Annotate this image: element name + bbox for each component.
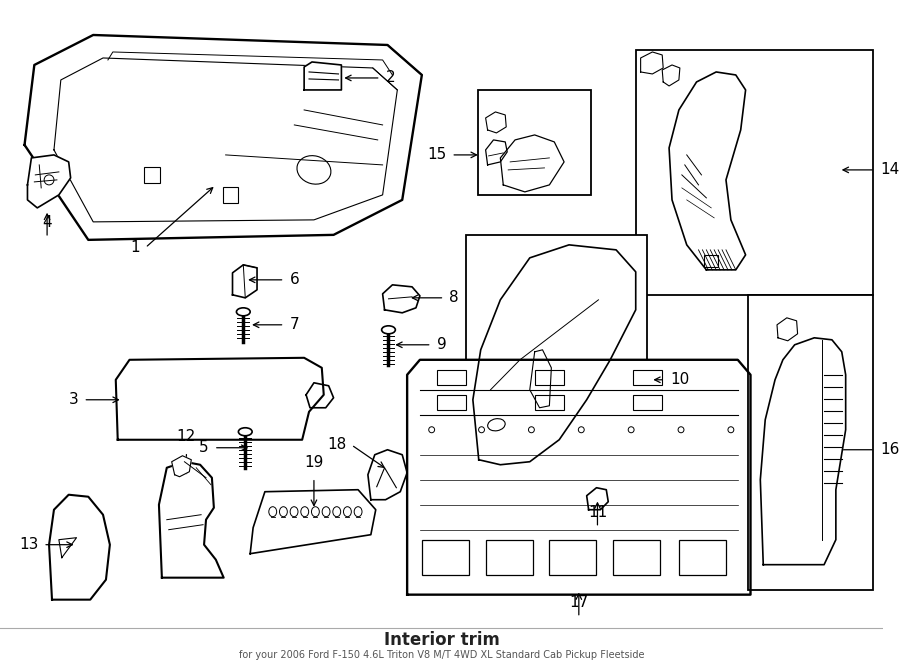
Polygon shape (172, 455, 192, 477)
Bar (422, 539, 469, 574)
Ellipse shape (280, 507, 287, 517)
Ellipse shape (301, 507, 309, 517)
Ellipse shape (355, 507, 362, 517)
Bar (748, 295, 873, 590)
Polygon shape (486, 140, 508, 165)
Text: 13: 13 (19, 537, 39, 552)
Bar (222, 187, 239, 203)
Bar (436, 369, 466, 385)
Polygon shape (500, 135, 564, 192)
Text: 3: 3 (68, 392, 78, 407)
Bar (633, 395, 662, 410)
Polygon shape (159, 462, 224, 578)
Ellipse shape (238, 428, 252, 436)
Text: 18: 18 (327, 437, 346, 452)
Polygon shape (407, 360, 751, 595)
Bar (549, 539, 597, 574)
Polygon shape (116, 358, 324, 440)
Bar (633, 369, 662, 385)
Ellipse shape (344, 507, 351, 517)
Polygon shape (641, 52, 663, 74)
Text: 16: 16 (880, 442, 899, 457)
Ellipse shape (237, 308, 250, 316)
Polygon shape (28, 155, 70, 208)
Polygon shape (472, 245, 635, 465)
Ellipse shape (333, 507, 341, 517)
Bar (535, 369, 564, 385)
Text: 19: 19 (304, 455, 324, 470)
Polygon shape (306, 383, 334, 408)
Text: for your 2006 Ford F-150 4.6L Triton V8 M/T 4WD XL Standard Cab Pickup Fleetside: for your 2006 Ford F-150 4.6L Triton V8 … (238, 650, 644, 660)
Bar (144, 167, 160, 183)
Text: 17: 17 (569, 595, 589, 609)
Text: 9: 9 (436, 337, 446, 352)
Polygon shape (662, 65, 680, 86)
Text: 1: 1 (130, 241, 140, 255)
Ellipse shape (311, 507, 320, 517)
Bar (486, 539, 533, 574)
Text: 10: 10 (670, 372, 689, 387)
Polygon shape (304, 62, 341, 90)
Text: 7: 7 (290, 317, 299, 332)
Polygon shape (50, 494, 110, 600)
Ellipse shape (269, 507, 276, 517)
Bar (535, 395, 564, 410)
Text: 2: 2 (385, 71, 395, 85)
Bar (613, 539, 661, 574)
Polygon shape (368, 449, 407, 500)
Text: 14: 14 (880, 163, 899, 177)
Bar (635, 50, 873, 295)
Polygon shape (760, 338, 846, 564)
Bar (478, 90, 590, 195)
Text: 6: 6 (290, 272, 299, 288)
Polygon shape (669, 72, 745, 270)
Text: 4: 4 (42, 215, 52, 230)
Polygon shape (250, 490, 375, 554)
Ellipse shape (290, 507, 298, 517)
Bar (679, 539, 726, 574)
Ellipse shape (322, 507, 330, 517)
Bar (466, 235, 647, 470)
Polygon shape (587, 488, 608, 510)
Ellipse shape (382, 326, 395, 334)
Polygon shape (382, 285, 420, 313)
Text: 11: 11 (588, 505, 608, 520)
Text: Interior trim: Interior trim (383, 631, 500, 648)
Text: 15: 15 (428, 147, 446, 163)
Text: 8: 8 (449, 290, 459, 305)
Polygon shape (486, 112, 506, 133)
Bar (436, 395, 466, 410)
Polygon shape (232, 265, 257, 298)
Bar (705, 255, 718, 267)
Polygon shape (777, 318, 797, 341)
Text: 5: 5 (199, 440, 209, 455)
Text: 12: 12 (176, 429, 196, 444)
